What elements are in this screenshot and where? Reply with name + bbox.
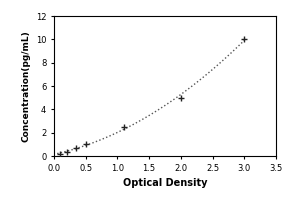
X-axis label: Optical Density: Optical Density — [123, 178, 207, 188]
Y-axis label: Concentration(pg/mL): Concentration(pg/mL) — [21, 30, 30, 142]
